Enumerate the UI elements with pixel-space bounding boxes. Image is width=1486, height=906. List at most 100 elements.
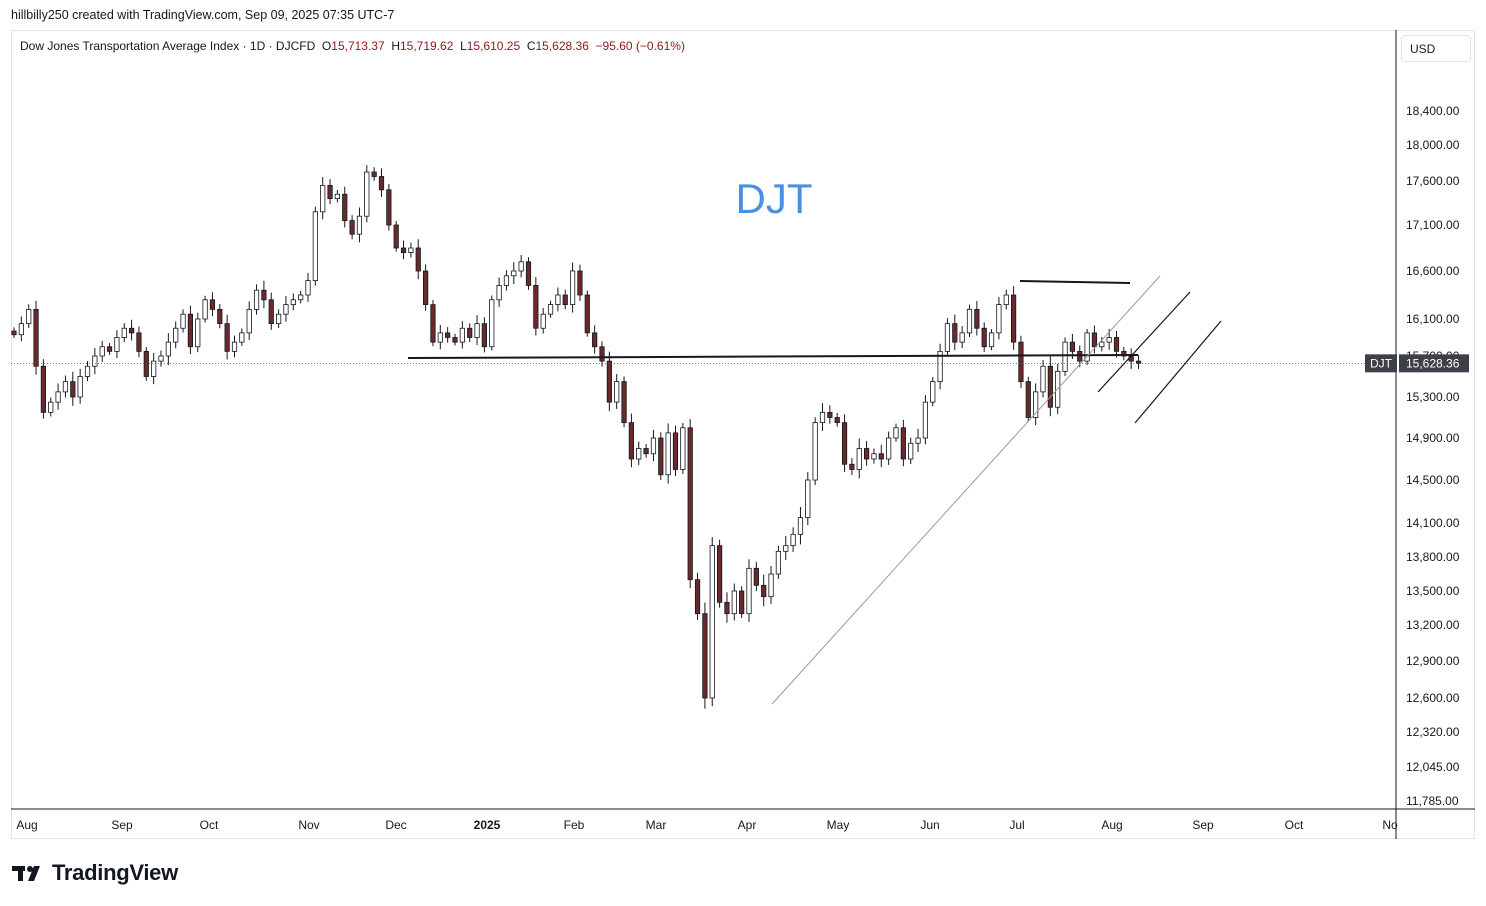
candle-body (173, 327, 179, 343)
candle-body (702, 613, 708, 699)
candle-body (841, 422, 848, 465)
candle-body (739, 590, 745, 615)
candle-body (614, 381, 620, 403)
candle-body (944, 323, 951, 352)
y-tick-label: 18,000.00 (1406, 138, 1460, 152)
candle-body (231, 341, 238, 352)
candle-body (312, 211, 318, 282)
candle-body (158, 355, 164, 362)
currency-selector[interactable]: USD (1401, 35, 1471, 62)
x-tick-label: Sep (111, 818, 133, 832)
candle-body (658, 437, 664, 476)
low-value: 15,610.25 (466, 39, 521, 53)
candle-body (555, 294, 561, 306)
candle-body (92, 355, 98, 367)
x-tick-label: Dec (385, 818, 406, 832)
candle-body (930, 381, 936, 403)
candle-body (533, 284, 539, 329)
candle-body (121, 327, 127, 338)
candle-body (187, 313, 193, 348)
candle-body (761, 584, 767, 598)
candle-body (356, 215, 363, 235)
candle-body (783, 545, 789, 552)
candle-body (422, 270, 429, 305)
candle-body (908, 442, 914, 460)
candle-body (320, 184, 326, 213)
x-tick-label: May (827, 818, 850, 832)
y-tick-label: 12,600.00 (1406, 691, 1460, 705)
close-label: C (526, 39, 536, 53)
candle-body (922, 401, 929, 439)
candle-body (195, 318, 201, 348)
candle-body (775, 550, 782, 575)
tradingview-logo-icon (12, 866, 40, 881)
candle-body (709, 545, 715, 699)
candle-body (672, 432, 679, 470)
watermark-label: DJT (736, 175, 813, 222)
channel-upper-line (1097, 291, 1191, 393)
candle-body (915, 437, 921, 444)
candle-body (606, 360, 612, 403)
candle-body (518, 261, 524, 272)
candle-body (996, 304, 1002, 334)
footer-logo: TradingView (12, 860, 178, 886)
y-tick-label: 11,785.00 (1406, 794, 1459, 808)
channel-lower-line (1134, 320, 1222, 424)
candle-body (11, 330, 17, 336)
candle-body (283, 304, 289, 315)
candle-body (864, 448, 870, 460)
candle-body (827, 411, 833, 418)
candle-body (1011, 294, 1017, 343)
price-tag-bg (1399, 354, 1469, 373)
ohlc-legend: Dow Jones Transportation Average Index ·… (20, 39, 685, 53)
candle-body (849, 463, 855, 470)
candle-body (1025, 381, 1031, 418)
candle-body (106, 346, 113, 352)
candle-body (290, 299, 296, 305)
candle-body (143, 350, 149, 377)
candle-body (55, 391, 61, 403)
x-tick-label: Jul (1009, 818, 1024, 832)
candle-body (1003, 294, 1009, 306)
candle-body (988, 332, 995, 348)
candle-body (459, 327, 465, 343)
candle-body (768, 573, 774, 598)
open-label: O (321, 39, 332, 53)
symbol-description: Dow Jones Transportation Average Index ·… (20, 39, 316, 53)
candle-body (981, 327, 987, 348)
candle-body (525, 261, 532, 286)
candle-body (452, 337, 458, 343)
x-tick-label: Jun (920, 818, 939, 832)
candle-body (665, 432, 671, 476)
candle-body (496, 284, 502, 301)
ticker-tag-bg (1365, 354, 1397, 373)
candle-body (753, 567, 759, 586)
candle-body (900, 427, 906, 460)
y-tick-label: 17,100.00 (1406, 218, 1460, 232)
candle-body (878, 453, 884, 460)
candle-body (489, 299, 495, 348)
candle-body (1033, 391, 1039, 418)
candle-body (1047, 365, 1053, 408)
y-tick-label: 14,900.00 (1406, 431, 1460, 445)
close-value: 15,628.36 (535, 39, 589, 53)
candle-body (33, 308, 39, 367)
candle-body (415, 247, 421, 272)
candle-body (1135, 360, 1142, 364)
low-label: L (460, 39, 467, 53)
tradingview-wordmark: TradingView (52, 860, 178, 885)
candle-body (445, 332, 451, 338)
x-tick-label: Aug (16, 818, 37, 832)
candle-body (680, 427, 686, 470)
candle-body (26, 308, 32, 325)
x-tick-label: Oct (200, 818, 219, 832)
candle-body (84, 365, 91, 377)
candle-body (636, 448, 642, 460)
candle-body (687, 427, 693, 581)
candle-body (114, 337, 120, 352)
candle-body (386, 189, 392, 226)
candle-body (503, 275, 510, 286)
candle-body (1018, 341, 1024, 383)
candle-body (275, 313, 282, 325)
